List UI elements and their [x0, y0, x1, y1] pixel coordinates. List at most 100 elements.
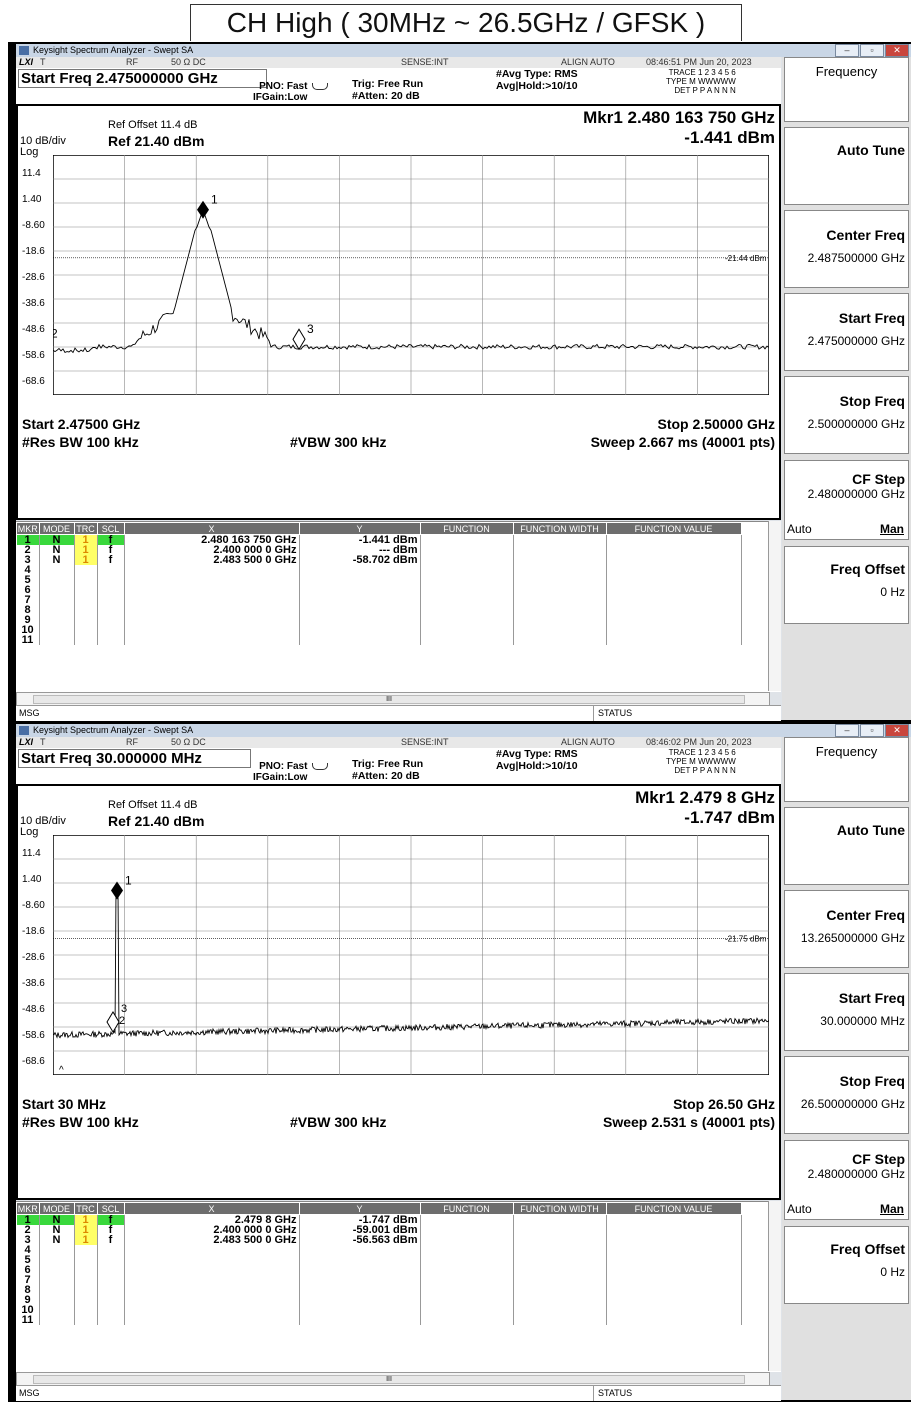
- center-freq-button[interactable]: Center Freq 13.265000000 GHz: [784, 890, 909, 968]
- marker-function-width: [513, 615, 607, 625]
- window-titlebar[interactable]: Keysight Spectrum Analyzer - Swept SA – ▫…: [16, 724, 911, 737]
- start-freq-button[interactable]: Start Freq 30.000000 MHz: [784, 973, 909, 1051]
- ref-offset: Ref Offset 11.4 dB: [108, 119, 198, 131]
- auto-option[interactable]: Auto: [787, 1202, 812, 1216]
- marker-function-value: [606, 615, 742, 625]
- marker-number: 6: [16, 585, 40, 596]
- auto-tune-button[interactable]: Auto Tune: [784, 127, 909, 205]
- start-frequency: Start 30 MHz: [22, 1096, 107, 1112]
- marker-function-width: [513, 1285, 607, 1295]
- table-header: SCL: [96, 1202, 125, 1215]
- marker-table-row[interactable]: 3 N 1 f 2.483 500 0 GHz -58.702 dBm: [16, 555, 742, 566]
- man-option[interactable]: Man: [880, 1202, 904, 1216]
- freq-offset-button[interactable]: Freq Offset 0 Hz: [784, 1226, 909, 1304]
- table-vertical-scrollbar[interactable]: [768, 1201, 781, 1371]
- table-horizontal-scrollbar[interactable]: III: [16, 1372, 770, 1386]
- close-icon[interactable]: ✕: [885, 724, 909, 737]
- start-freq-button[interactable]: Start Freq 2.475000000 GHz: [784, 293, 909, 371]
- marker-2-diamond: [106, 1010, 120, 1033]
- marker-table-header: MKR MODE TRC SCL X Y FUNCTION FUNCTION WIDTH FUN…: [16, 1202, 742, 1215]
- marker-table-row[interactable]: 6: [16, 585, 742, 596]
- marker-y: -1.747 dBm: [299, 1214, 421, 1225]
- auto-man-toggle[interactable]: Auto Man: [787, 522, 904, 536]
- marker-trace: [74, 635, 98, 645]
- marker-table-row[interactable]: 2 N 1 f 2.400 000 0 GHz -59.001 dBm: [16, 1225, 742, 1236]
- marker-table-row[interactable]: 5: [16, 1255, 742, 1266]
- stop-freq-value: 26.500000000 GHz: [800, 1097, 905, 1111]
- close-icon[interactable]: ✕: [885, 44, 909, 57]
- marker-table-row[interactable]: 8: [16, 605, 742, 616]
- marker-table-row[interactable]: 11: [16, 635, 742, 646]
- marker-table-row[interactable]: 7: [16, 595, 742, 606]
- scroll-thumb[interactable]: III: [33, 1375, 745, 1384]
- marker-scale: [97, 585, 125, 595]
- man-option[interactable]: Man: [880, 522, 904, 536]
- marker-function-width: [513, 575, 607, 585]
- marker-trace: [74, 1295, 98, 1305]
- marker-table-row[interactable]: 2 N 1 f 2.400 000 0 GHz --- dBm: [16, 545, 742, 556]
- marker-mode: N: [39, 1214, 75, 1225]
- spectrum-display[interactable]: Mkr1 2.479 8 GHz -1.747 dBm Ref Offset 1…: [16, 784, 781, 1200]
- marker-table-row[interactable]: 10: [16, 625, 742, 636]
- marker-scale: [97, 1315, 125, 1325]
- active-function-readout[interactable]: Start Freq 2.475000000 GHz: [18, 69, 267, 88]
- plot-area[interactable]: -21.44 dBm 1 2 3: [53, 155, 769, 395]
- marker-frequency: Mkr1 2.480 163 750 GHz: [583, 108, 775, 127]
- scroll-thumb[interactable]: III: [33, 695, 745, 704]
- marker-table-row[interactable]: 4: [16, 1245, 742, 1256]
- center-freq-button[interactable]: Center Freq 2.487500000 GHz: [784, 210, 909, 288]
- marker-number: 6: [16, 1265, 40, 1276]
- auto-man-toggle[interactable]: Auto Man: [787, 1202, 904, 1216]
- video-bw: #VBW 300 kHz: [290, 1114, 387, 1130]
- cf-step-button[interactable]: CF Step 2.480000000 GHz Auto Man: [784, 1140, 909, 1220]
- stop-freq-button[interactable]: Stop Freq 2.500000000 GHz: [784, 376, 909, 454]
- minimize-icon[interactable]: –: [835, 724, 859, 737]
- marker-function: [420, 1214, 514, 1225]
- marker-x: 2.479 8 GHz: [124, 1214, 300, 1225]
- cf-step-button[interactable]: CF Step 2.480000000 GHz Auto Man: [784, 460, 909, 540]
- marker-table-row[interactable]: 3 N 1 f 2.483 500 0 GHz -56.563 dBm: [16, 1235, 742, 1246]
- marker-table-row[interactable]: 10: [16, 1305, 742, 1316]
- stop-freq-button[interactable]: Stop Freq 26.500000000 GHz: [784, 1056, 909, 1134]
- marker-table-row[interactable]: 9: [16, 615, 742, 626]
- freq-offset-value: 0 Hz: [880, 1265, 905, 1279]
- spectrum-display[interactable]: Mkr1 2.480 163 750 GHz -1.441 dBm Ref Of…: [16, 104, 781, 520]
- marker-y: [299, 1255, 421, 1265]
- marker-table-row[interactable]: 1 N 1 f 2.479 8 GHz -1.747 dBm: [16, 1214, 742, 1225]
- marker-y: [299, 585, 421, 595]
- marker-table-row[interactable]: 1 N 1 f 2.480 163 750 GHz -1.441 dBm: [16, 534, 742, 545]
- active-function-readout[interactable]: Start Freq 30.000000 MHz: [18, 749, 251, 768]
- table-horizontal-scrollbar[interactable]: III: [16, 692, 770, 706]
- restore-icon[interactable]: ▫: [860, 724, 884, 737]
- freq-offset-button[interactable]: Freq Offset 0 Hz: [784, 546, 909, 624]
- marker-y: [299, 565, 421, 575]
- marker-table-row[interactable]: 4: [16, 565, 742, 576]
- marker-function-width: [513, 545, 607, 555]
- table-vertical-scrollbar[interactable]: [768, 521, 781, 691]
- plot-area[interactable]: -21.75 dBm 1 2 3 ^: [53, 835, 769, 1075]
- auto-option[interactable]: Auto: [787, 522, 812, 536]
- marker-number: 7: [16, 595, 40, 606]
- marker-x: [124, 1255, 300, 1265]
- softkey-panel: Frequency Auto Tune Center Freq 13.265000…: [782, 737, 911, 1400]
- marker-table-row[interactable]: 6: [16, 1265, 742, 1276]
- marker-function-value: [606, 595, 742, 605]
- minimize-icon[interactable]: –: [835, 44, 859, 57]
- marker-y: [299, 575, 421, 585]
- auto-tune-button[interactable]: Auto Tune: [784, 807, 909, 885]
- marker-table-row[interactable]: 8: [16, 1285, 742, 1296]
- window-titlebar[interactable]: Keysight Spectrum Analyzer - Swept SA – ▫…: [16, 44, 911, 57]
- marker-trace: [74, 595, 98, 605]
- marker-table-row[interactable]: 7: [16, 1275, 742, 1286]
- marker-mode: N: [39, 534, 75, 545]
- video-bw: #VBW 300 kHz: [290, 434, 387, 450]
- start-freq-value: 30.000000 MHz: [820, 1014, 905, 1028]
- marker-y: -58.702 dBm: [299, 555, 421, 566]
- marker-function: [420, 1225, 514, 1235]
- marker-x: 2.483 500 0 GHz: [124, 1235, 300, 1246]
- marker-table-row[interactable]: 5: [16, 575, 742, 586]
- marker-table-row[interactable]: 9: [16, 1295, 742, 1306]
- marker-table-row[interactable]: 11: [16, 1315, 742, 1326]
- message-bar: MSG STATUS: [16, 1385, 781, 1401]
- restore-icon[interactable]: ▫: [860, 44, 884, 57]
